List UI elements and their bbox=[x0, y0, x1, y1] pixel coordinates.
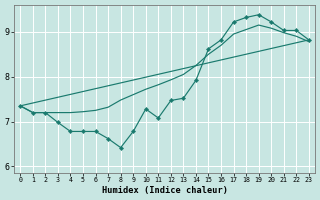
X-axis label: Humidex (Indice chaleur): Humidex (Indice chaleur) bbox=[101, 186, 228, 195]
